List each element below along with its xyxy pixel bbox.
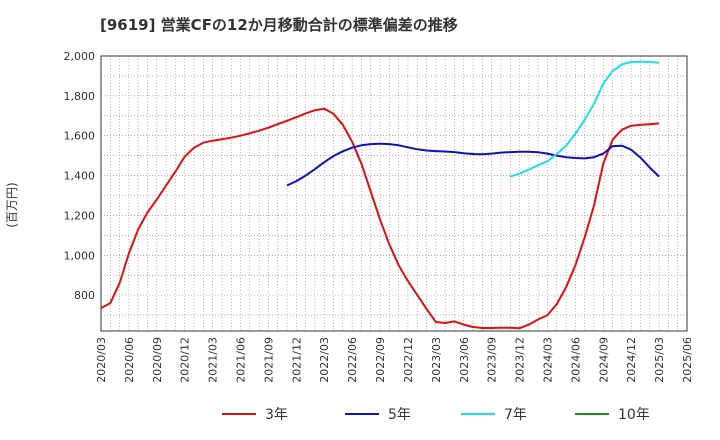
y-tick-label: 2,000 [64,50,96,63]
x-axis-ticks: 2020/03 2020/06 2020/09 2020/12 2021/03 2021/… [95,337,694,383]
x-tick-label: 2021/12 [290,337,303,383]
x-tick-label: 2024/12 [625,337,638,383]
x-tick-label: 2021/09 [262,337,275,383]
legend-label: 10年 [618,407,650,423]
x-tick-label: 2025/06 [681,337,694,383]
x-tick-label: 2024/03 [541,337,554,383]
x-tick-label: 2022/09 [374,337,387,383]
x-tick-label: 2022/06 [346,337,359,383]
x-tick-label: 2021/03 [207,337,220,383]
y-tick-label: 1,200 [64,209,96,222]
y-tick-label: 1,600 [64,130,96,143]
x-tick-label: 2024/06 [569,337,582,383]
series-line-7年 [509,60,660,178]
x-tick-label: 2020/12 [179,337,192,383]
x-tick-label: 2023/03 [430,337,443,383]
x-tick-label: 2021/06 [235,337,248,383]
legend-label: 5年 [388,407,411,423]
y-axis-ticks: 800 1,000 1,200 1,400 1,600 1,800 2,000 [64,50,96,302]
x-tick-label: 2025/03 [653,337,666,383]
y-tick-label: 1,000 [64,249,96,262]
x-tick-label: 2022/12 [402,337,415,383]
x-tick-label: 2024/09 [597,337,610,383]
legend-label: 7年 [504,407,527,423]
grid-lines [100,55,688,331]
x-tick-label: 2023/09 [486,337,499,383]
legend: 3年 5年 7年 10年 [222,407,650,423]
x-tick-label: 2020/09 [151,337,164,383]
x-tick-label: 2023/12 [514,337,527,383]
y-tick-label: 1,800 [64,90,96,103]
x-tick-label: 2020/03 [95,337,108,383]
plot-area-frame [100,55,688,332]
x-tick-label: 2023/06 [458,337,471,383]
series-line-5年 [286,142,660,187]
legend-label: 3年 [265,407,288,423]
y-axis-label: (百万円) [5,182,19,227]
chart-title: [9619] 営業CFの12か月移動合計の標準偏差の推移 [100,16,458,34]
series-lines [100,60,660,330]
x-tick-label: 2020/06 [123,337,136,383]
y-tick-label: 800 [74,289,95,302]
x-tick-label: 2022/03 [318,337,331,383]
series-line-3年 [100,107,660,330]
y-tick-label: 1,400 [64,170,96,183]
